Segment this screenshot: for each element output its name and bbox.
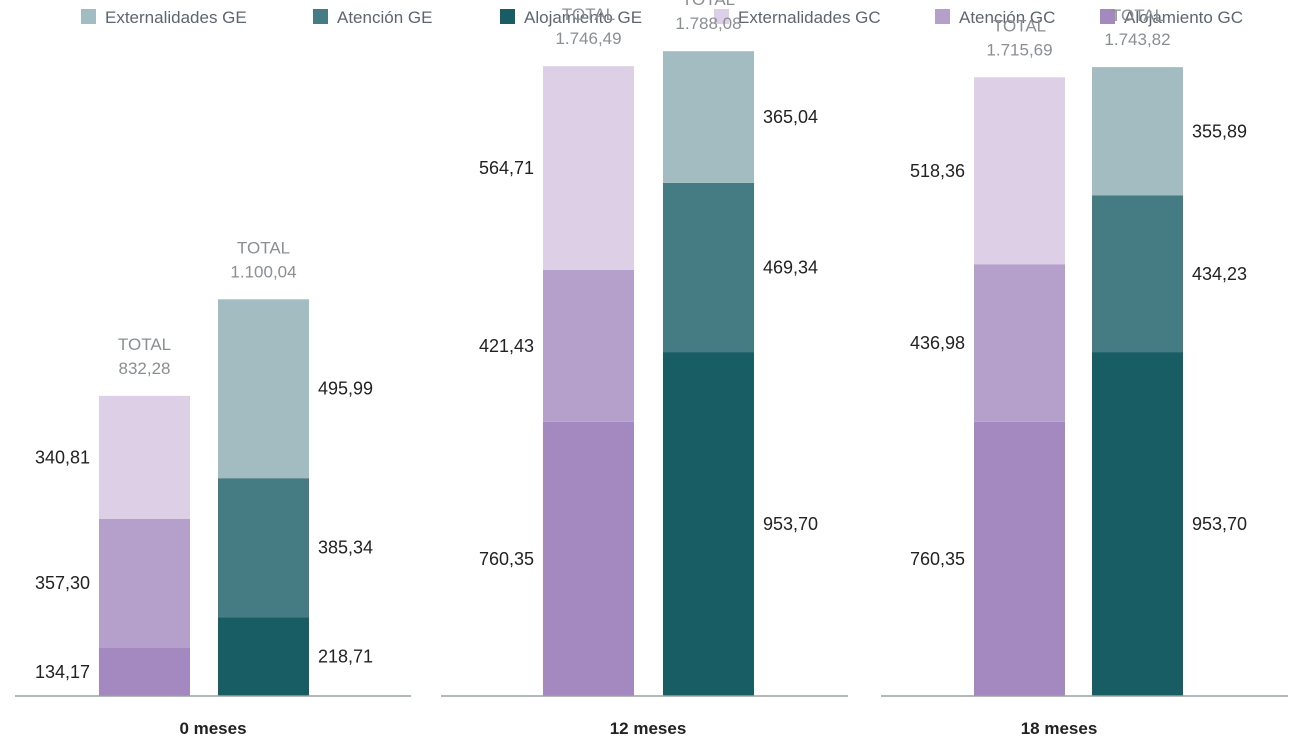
bar-segment-alojamiento-gc xyxy=(543,421,634,696)
total-value-label: 1.715,69 xyxy=(986,40,1052,59)
bar-segment-externalidades-gc xyxy=(99,395,190,519)
segment-value-label: 421,43 xyxy=(479,336,534,356)
segment-value-label: 436,98 xyxy=(910,333,965,353)
bar-segment-externalidades-ge xyxy=(663,51,754,183)
total-caption: TOTAL xyxy=(237,238,290,257)
category-label: 18 meses xyxy=(1021,719,1098,738)
legend-swatch-0 xyxy=(81,9,96,24)
legend-label-0: Externalidades GE xyxy=(105,8,247,27)
bar-segment-alojamiento-ge xyxy=(218,617,309,696)
category-label: 12 meses xyxy=(610,719,687,738)
segment-value-label: 760,35 xyxy=(479,549,534,569)
segment-value-label: 434,23 xyxy=(1192,264,1247,284)
segment-value-label: 355,89 xyxy=(1192,121,1247,141)
legend-swatch-5 xyxy=(1100,9,1115,24)
total-value-label: 832,28 xyxy=(119,359,171,378)
bar-segment-alojamiento-gc xyxy=(974,421,1065,696)
segment-value-label: 469,34 xyxy=(763,257,818,277)
bar-segment-atenci-n-gc xyxy=(543,269,634,422)
legend-label-2: Alojamiento GE xyxy=(524,8,642,27)
bar-segment-externalidades-ge xyxy=(218,299,309,479)
bar-segment-alojamiento-ge xyxy=(1092,352,1183,696)
total-value-label: 1.100,04 xyxy=(230,262,296,281)
segment-value-label: 518,36 xyxy=(910,161,965,181)
segment-value-label: 495,99 xyxy=(318,379,373,399)
segment-value-label: 564,71 xyxy=(479,158,534,178)
bar-segment-atenci-n-gc xyxy=(99,518,190,648)
bar-segment-alojamiento-ge xyxy=(663,352,754,696)
legend-label-4: Atención GC xyxy=(959,8,1055,27)
total-value-label: 1.743,82 xyxy=(1104,30,1170,49)
segment-value-label: 365,04 xyxy=(763,107,818,127)
bar-segment-externalidades-gc xyxy=(543,66,634,270)
total-caption: TOTAL xyxy=(562,5,615,24)
segment-value-label: 357,30 xyxy=(35,573,90,593)
total-value-label: 1.788,08 xyxy=(675,14,741,33)
bar-segment-atenci-n-gc xyxy=(974,264,1065,422)
legend-label-3: Externalidades GC xyxy=(738,8,881,27)
category-label: 0 meses xyxy=(179,719,246,738)
total-caption: TOTAL xyxy=(682,0,735,9)
segment-value-label: 134,17 xyxy=(35,662,90,682)
segment-value-label: 760,35 xyxy=(910,549,965,569)
total-value-label: 1.746,49 xyxy=(555,29,621,48)
segment-value-label: 340,81 xyxy=(35,447,90,467)
legend-swatch-3 xyxy=(714,9,729,24)
segment-value-label: 218,71 xyxy=(318,647,373,667)
legend-swatch-4 xyxy=(935,9,950,24)
bar-segment-atenci-n-ge xyxy=(663,182,754,353)
legend-label-1: Atención GE xyxy=(337,8,432,27)
legend-swatch-1 xyxy=(313,9,328,24)
bar-segment-atenci-n-ge xyxy=(1092,195,1183,353)
bar-segment-externalidades-ge xyxy=(1092,67,1183,196)
legend-label-5: Alojamiento GC xyxy=(1124,8,1243,27)
bar-segment-atenci-n-ge xyxy=(218,478,309,618)
bar-segment-alojamiento-gc xyxy=(99,647,190,696)
bar-segment-externalidades-gc xyxy=(974,77,1065,265)
segment-value-label: 953,70 xyxy=(763,514,818,534)
total-caption: TOTAL xyxy=(993,16,1046,35)
total-caption: TOTAL xyxy=(118,335,171,354)
legend-swatch-2 xyxy=(500,9,515,24)
total-caption: TOTAL xyxy=(1111,6,1164,25)
segment-value-label: 953,70 xyxy=(1192,514,1247,534)
segment-value-label: 385,34 xyxy=(318,538,373,558)
